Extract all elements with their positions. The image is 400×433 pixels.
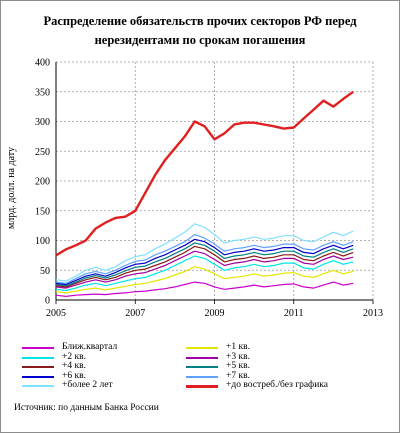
y-tick-label: 400 xyxy=(35,58,50,69)
series-line-2 xyxy=(55,255,354,292)
y-tick-label: 50 xyxy=(40,266,50,277)
y-tick-label: 0 xyxy=(45,296,50,307)
y-tick-label: 300 xyxy=(35,117,50,128)
x-tick-label: 2011 xyxy=(284,308,304,319)
series-line-6 xyxy=(55,238,354,286)
series-line-1 xyxy=(55,266,354,294)
y-tick-label: 200 xyxy=(35,177,50,188)
y-tick-label: 250 xyxy=(35,147,50,158)
series-line-7 xyxy=(55,234,354,284)
series-line-0 xyxy=(55,281,354,297)
y-tick-label: 150 xyxy=(35,206,50,217)
x-tick-label: 2009 xyxy=(205,308,225,319)
y-tick-label: 350 xyxy=(35,87,50,98)
source-note: Источник: по данным Банка России xyxy=(14,403,159,413)
x-tick-label: 2005 xyxy=(46,308,66,319)
chart-title: Распределение обязательств прочих сектор… xyxy=(43,14,357,47)
series-line-8 xyxy=(55,223,354,282)
x-tick-label: 2013 xyxy=(363,308,383,319)
y-tick-label: 100 xyxy=(35,236,50,247)
series-line-3 xyxy=(55,250,354,289)
x-tick-label: 2007 xyxy=(125,308,145,319)
series-line-9 xyxy=(55,90,354,257)
series-line-4 xyxy=(55,245,354,288)
series-line-5 xyxy=(55,242,354,287)
